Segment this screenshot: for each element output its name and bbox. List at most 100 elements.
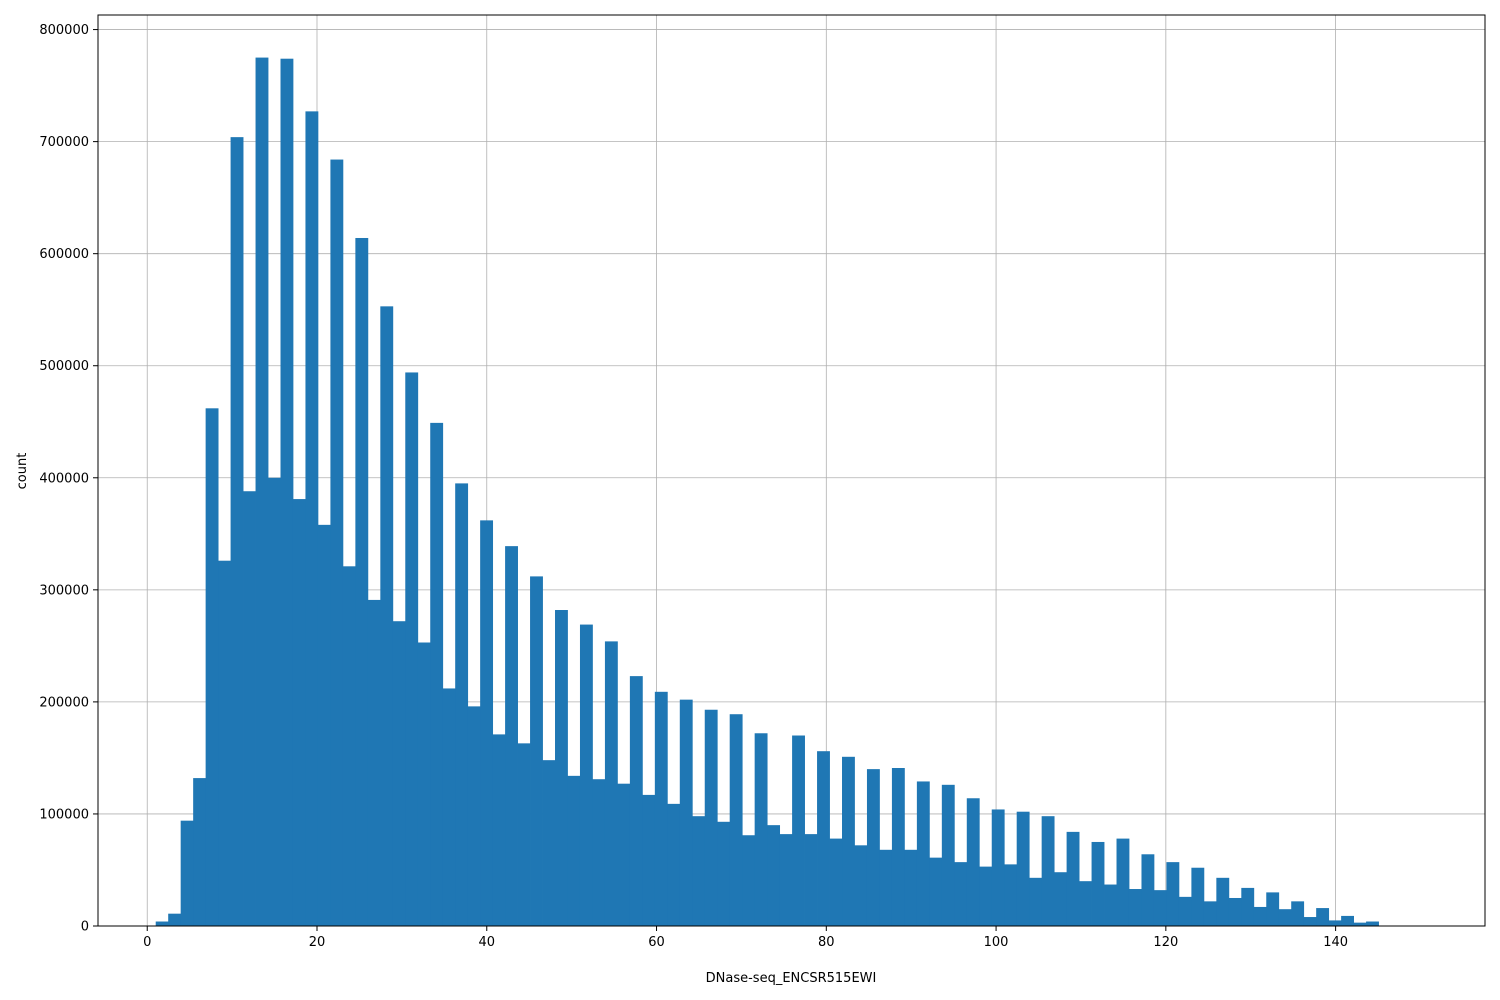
histogram-bar [1079, 881, 1092, 926]
histogram-bar [679, 699, 693, 926]
histogram-bar [604, 641, 618, 926]
y-tick-label: 800000 [39, 23, 89, 38]
histogram-bar [1128, 889, 1142, 926]
histogram-bar [467, 706, 481, 926]
histogram-bar [592, 779, 606, 926]
histogram-bar [1178, 896, 1192, 926]
histogram-bar [367, 599, 381, 926]
histogram-bar [417, 642, 431, 926]
histogram-bar [392, 621, 406, 926]
histogram-bar [1316, 908, 1330, 926]
histogram-bar [1291, 901, 1305, 926]
histogram-bar [717, 821, 731, 926]
histogram-bar [1266, 892, 1280, 926]
histogram-bar [255, 57, 269, 926]
histogram-bar [268, 477, 281, 926]
x-tick-label: 140 [1323, 935, 1348, 950]
histogram-bar [430, 422, 444, 926]
histogram-bar [1104, 884, 1117, 926]
histogram-bar [879, 849, 893, 926]
y-tick-label: 500000 [39, 359, 89, 374]
histogram-bar [1353, 922, 1367, 926]
histogram-bar [292, 499, 306, 926]
histogram-bar [180, 820, 194, 926]
histogram-bar [654, 691, 668, 926]
histogram-bar [1091, 841, 1105, 926]
y-tick-label: 600000 [39, 247, 89, 262]
histogram-bar [380, 306, 394, 926]
y-tick-label: 300000 [39, 583, 89, 598]
y-tick-label: 700000 [39, 135, 89, 150]
histogram-bar [1166, 862, 1180, 926]
histogram-bar [230, 137, 244, 927]
histogram-bar [1328, 920, 1342, 926]
histogram-bar [1153, 890, 1167, 926]
histogram-bar [1228, 897, 1242, 926]
y-axis-ticks: 0 100000 200000 300000 400000 500000 600000 700… [39, 23, 98, 935]
histogram-bar [355, 237, 369, 927]
histogram-bar [567, 775, 581, 926]
histogram-bar [330, 159, 344, 927]
histogram-bar [218, 560, 231, 926]
histogram-bar [1029, 877, 1043, 926]
histogram-bar [742, 835, 756, 926]
y-tick-label: 400000 [39, 471, 89, 486]
histogram-bar [954, 862, 968, 926]
histogram-bar [1203, 901, 1217, 926]
x-tick-label: 80 [818, 935, 835, 950]
y-tick-label: 0 [81, 920, 89, 935]
histogram-bar [480, 520, 494, 926]
histogram-bar [305, 111, 319, 926]
y-axis-label: count [15, 453, 30, 490]
histogram-bar [155, 921, 169, 926]
histogram-bar [1216, 877, 1230, 926]
histogram-bar [342, 566, 356, 926]
histogram-bar [629, 676, 643, 926]
histogram-bar [1054, 872, 1068, 926]
x-axis-ticks: 0 20 40 60 80 100 120 140 [143, 926, 1348, 950]
x-tick-label: 60 [648, 935, 665, 950]
histogram-bar [442, 688, 456, 926]
histogram-bar [642, 794, 656, 926]
histogram-bar [792, 735, 805, 926]
x-tick-label: 0 [143, 935, 151, 950]
histogram-bar [729, 714, 743, 926]
histogram-bar [193, 778, 207, 926]
histogram-bar [1253, 906, 1267, 926]
histogram-bar [916, 781, 930, 926]
histogram-bar [1191, 867, 1205, 926]
histogram-bar [405, 372, 419, 926]
histogram-bar [941, 784, 955, 926]
histogram-bar [1278, 909, 1292, 926]
histogram-bar [280, 58, 294, 926]
y-tick-label: 100000 [39, 807, 89, 822]
histogram-bar [929, 857, 943, 926]
histogram-bar [1066, 831, 1080, 926]
histogram-bar [966, 798, 980, 926]
histogram-bar [205, 408, 219, 927]
histogram-bar [779, 834, 793, 926]
histogram-bar [1303, 917, 1317, 926]
bars-layer [155, 57, 1379, 927]
histogram-bar [854, 845, 868, 926]
histogram-bar [455, 483, 469, 926]
histogram-bar [1366, 921, 1379, 926]
histogram-bar [542, 760, 556, 926]
histogram-bar [492, 734, 506, 926]
histogram-bar [505, 546, 518, 926]
x-tick-label: 100 [984, 935, 1009, 950]
histogram-bar [517, 743, 531, 926]
y-tick-label: 200000 [39, 695, 89, 710]
histogram-bar [1041, 816, 1055, 926]
histogram-bar [817, 751, 830, 926]
x-tick-label: 120 [1153, 935, 1178, 950]
histogram-bar [692, 816, 706, 926]
histogram-bar [991, 809, 1005, 926]
histogram-bar [168, 913, 182, 926]
histogram-bar [1016, 811, 1030, 926]
histogram-bar [1116, 838, 1130, 926]
histogram-bar [767, 825, 781, 926]
histogram-bar [555, 610, 568, 926]
x-tick-label: 40 [478, 935, 495, 950]
